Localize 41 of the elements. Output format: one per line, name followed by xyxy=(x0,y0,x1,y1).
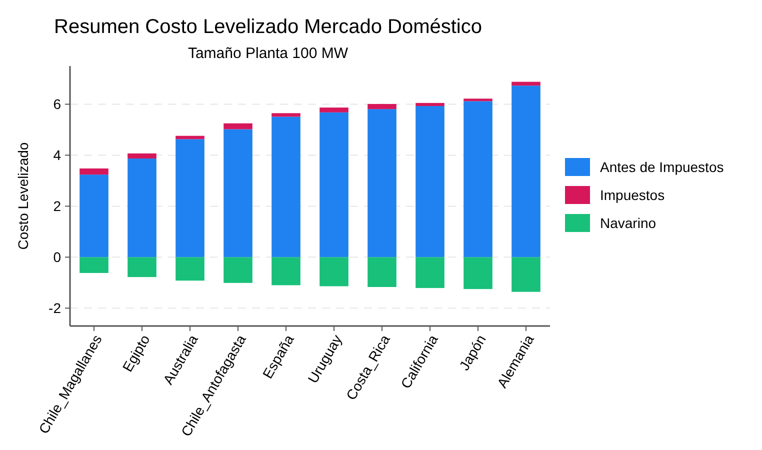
bar xyxy=(176,136,204,140)
bar xyxy=(272,257,300,286)
y-tick-label: 4 xyxy=(53,147,62,164)
bar xyxy=(272,113,300,117)
bar xyxy=(416,106,444,258)
legend-label: Antes de Impuestos xyxy=(600,158,724,175)
y-tick-label: 0 xyxy=(53,249,62,266)
bar xyxy=(224,129,252,258)
bar xyxy=(80,168,108,175)
bar xyxy=(464,98,492,102)
bar xyxy=(368,104,396,110)
legend-label: Navarino xyxy=(600,214,656,231)
bar xyxy=(128,153,156,159)
bar xyxy=(464,257,492,290)
bar xyxy=(368,109,396,258)
bar xyxy=(80,257,108,273)
bar xyxy=(368,257,396,287)
bar xyxy=(128,158,156,258)
bar xyxy=(512,86,540,258)
bar xyxy=(80,174,108,258)
bar xyxy=(416,257,444,288)
bar xyxy=(512,82,540,86)
bar xyxy=(320,257,348,286)
bar xyxy=(320,112,348,258)
bar xyxy=(272,116,300,258)
bar xyxy=(224,257,252,283)
legend-label: Impuestos xyxy=(600,186,665,203)
bar xyxy=(320,108,348,112)
bar xyxy=(176,139,204,258)
y-tick-label: 2 xyxy=(53,198,62,214)
chart-title: Resumen Costo Levelizado Mercado Doméstico xyxy=(54,16,482,38)
bar xyxy=(416,102,444,106)
y-axis-title: Costo Levelizado xyxy=(15,142,31,250)
bar xyxy=(224,123,252,130)
y-tick-label: 6 xyxy=(53,96,62,112)
bar xyxy=(176,257,204,281)
bar xyxy=(128,257,156,278)
chart-subtitle: Tamaño Planta 100 MW xyxy=(188,45,349,62)
bar xyxy=(464,101,492,258)
y-tick-label: -2 xyxy=(48,300,62,316)
bar xyxy=(512,257,540,292)
